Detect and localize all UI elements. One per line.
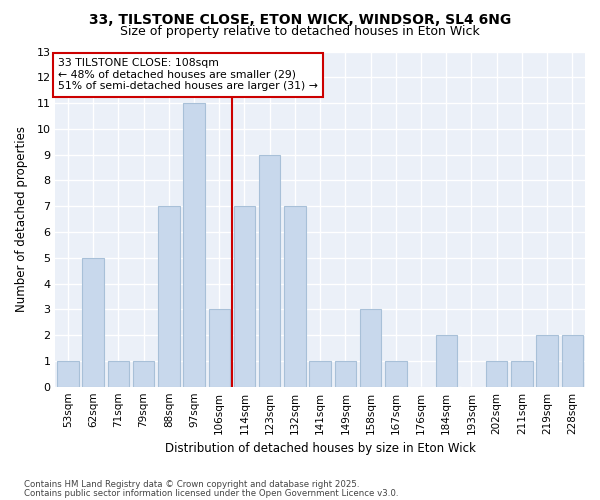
Bar	[133, 361, 154, 386]
Bar	[57, 361, 79, 386]
Bar	[486, 361, 508, 386]
Bar	[234, 206, 255, 386]
Bar	[436, 335, 457, 386]
Bar	[385, 361, 407, 386]
Bar	[335, 361, 356, 386]
Bar	[562, 335, 583, 386]
Text: Contains public sector information licensed under the Open Government Licence v3: Contains public sector information licen…	[24, 488, 398, 498]
Bar	[536, 335, 558, 386]
X-axis label: Distribution of detached houses by size in Eton Wick: Distribution of detached houses by size …	[165, 442, 476, 455]
Bar	[284, 206, 305, 386]
Bar	[360, 310, 382, 386]
Text: 33 TILSTONE CLOSE: 108sqm
← 48% of detached houses are smaller (29)
51% of semi-: 33 TILSTONE CLOSE: 108sqm ← 48% of detac…	[58, 58, 318, 92]
Bar	[310, 361, 331, 386]
Bar	[209, 310, 230, 386]
Bar	[107, 361, 129, 386]
Text: 33, TILSTONE CLOSE, ETON WICK, WINDSOR, SL4 6NG: 33, TILSTONE CLOSE, ETON WICK, WINDSOR, …	[89, 12, 511, 26]
Bar	[259, 154, 280, 386]
Text: Contains HM Land Registry data © Crown copyright and database right 2025.: Contains HM Land Registry data © Crown c…	[24, 480, 359, 489]
Bar	[511, 361, 533, 386]
Bar	[82, 258, 104, 386]
Bar	[158, 206, 179, 386]
Bar	[184, 103, 205, 387]
Text: Size of property relative to detached houses in Eton Wick: Size of property relative to detached ho…	[120, 25, 480, 38]
Y-axis label: Number of detached properties: Number of detached properties	[15, 126, 28, 312]
